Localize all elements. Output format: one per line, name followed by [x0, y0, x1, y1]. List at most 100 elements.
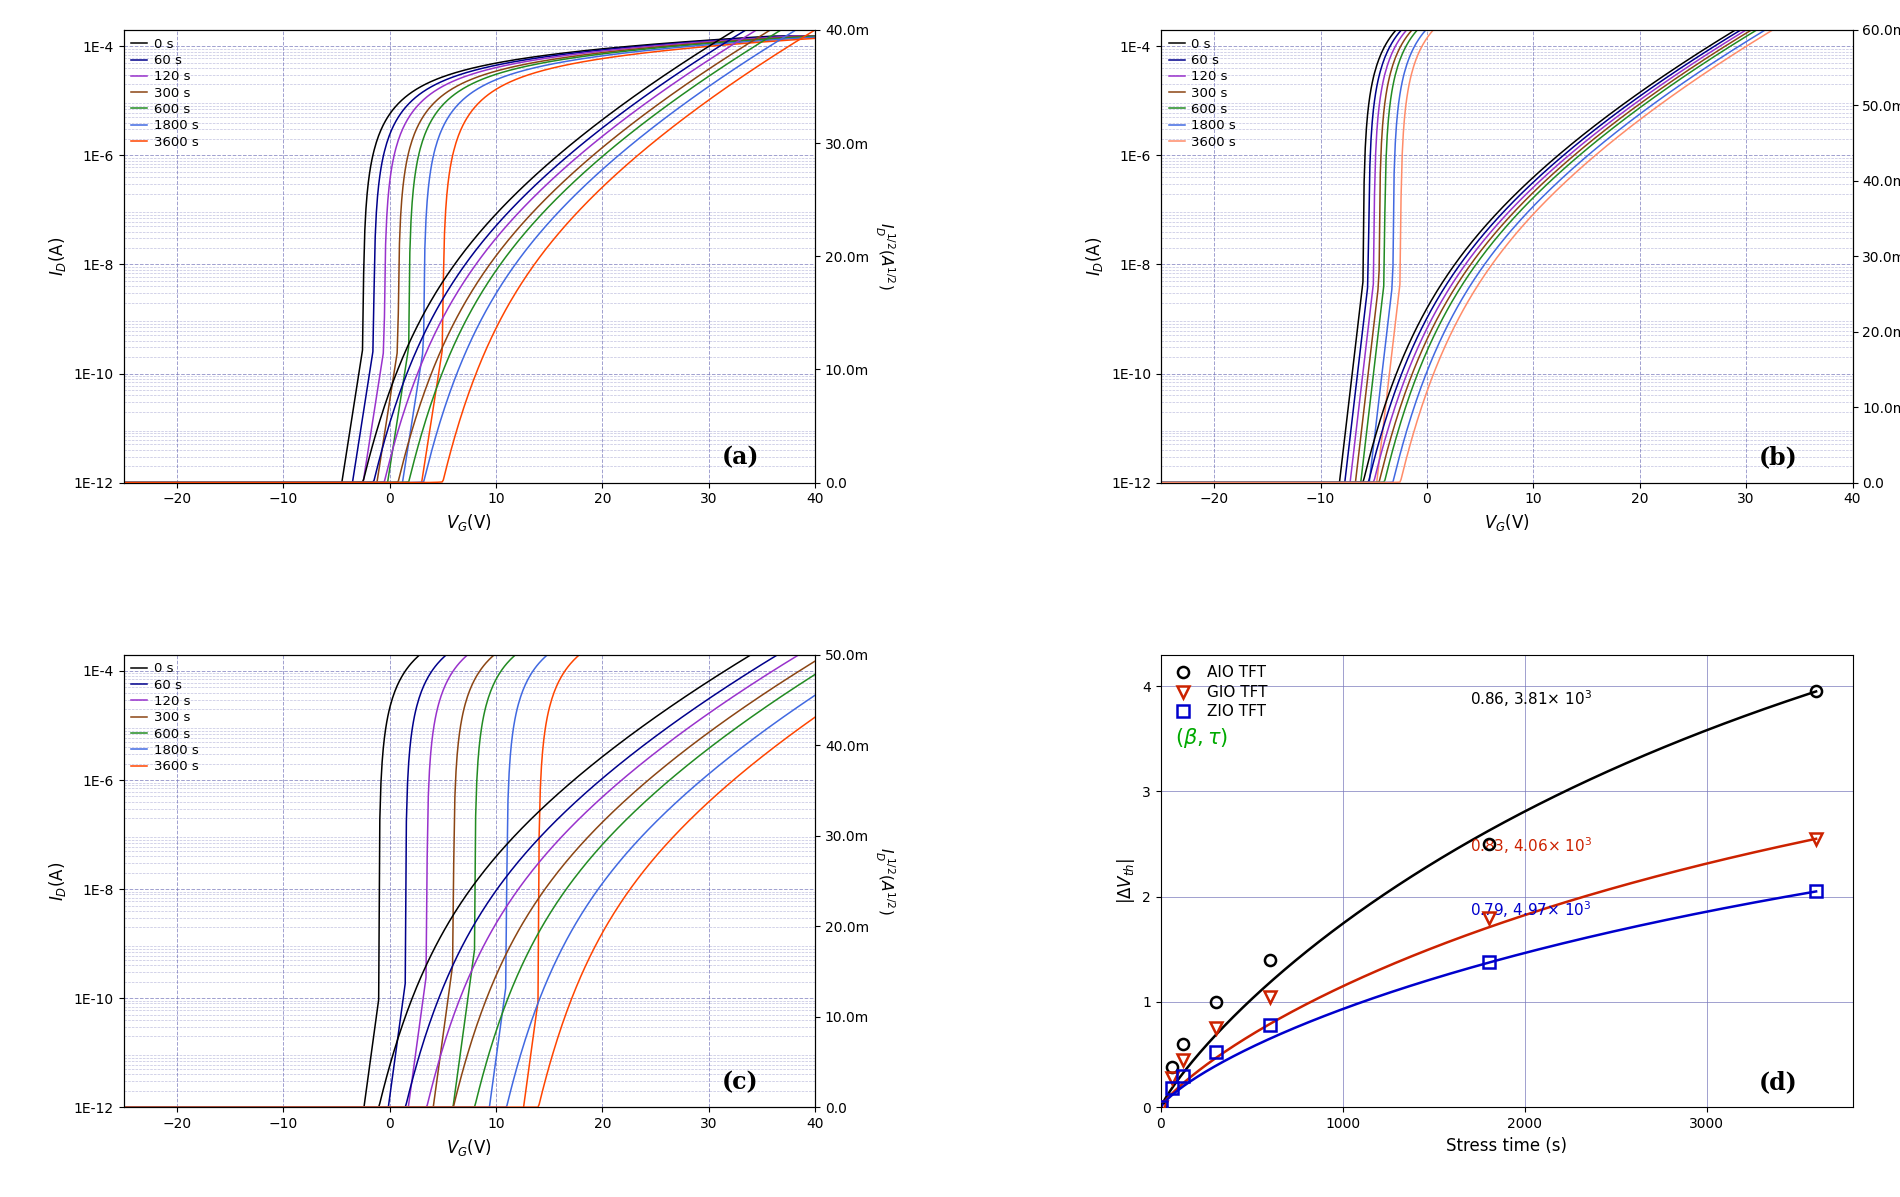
- Text: (b): (b): [1759, 445, 1797, 469]
- Text: $(\beta, \tau)$: $(\beta, \tau)$: [1176, 727, 1229, 751]
- 1800 s: [291, 530, 314, 545]
- 3600 s: [112, 1155, 135, 1169]
- 120 s: [426, 83, 448, 97]
- ZIO TFT: [1150, 1100, 1172, 1114]
- 600 s: [234, 530, 256, 545]
- Line: 300 s: 300 s: [124, 595, 815, 1162]
- 3600 s: [1150, 492, 1172, 506]
- 1800 s: [1463, 0, 1486, 7]
- 0 s: [234, 530, 256, 545]
- GIO TFT: [1258, 990, 1281, 1004]
- Line: 120 s: 120 s: [1161, 0, 1852, 499]
- Line: 60 s: 60 s: [124, 593, 815, 1162]
- Text: (a): (a): [722, 445, 760, 469]
- 0 s: [804, 29, 826, 43]
- 1800 s: [574, 626, 597, 640]
- 120 s: [804, 587, 826, 601]
- Text: 0.86, 3.81$\times$ 10$^3$: 0.86, 3.81$\times$ 10$^3$: [1471, 688, 1592, 709]
- 1800 s: [633, 43, 656, 57]
- 60 s: [773, 29, 796, 43]
- 3600 s: [1328, 492, 1351, 506]
- 3600 s: [1463, 0, 1486, 11]
- Text: 0.83, 4.06$\times$ 10$^3$: 0.83, 4.06$\times$ 10$^3$: [1471, 836, 1592, 857]
- 120 s: [291, 1155, 314, 1169]
- 60 s: [521, 51, 543, 66]
- 3600 s: [234, 1155, 256, 1169]
- 120 s: [783, 29, 806, 43]
- Legend: 0 s, 60 s, 120 s, 300 s, 600 s, 1800 s, 3600 s: 0 s, 60 s, 120 s, 300 s, 600 s, 1800 s, …: [1167, 37, 1237, 150]
- 0 s: [112, 530, 135, 545]
- Line: 600 s: 600 s: [124, 36, 815, 537]
- 600 s: [574, 49, 597, 63]
- 1800 s: [234, 530, 256, 545]
- 600 s: [804, 29, 826, 43]
- 3600 s: [426, 1155, 448, 1169]
- 3600 s: [804, 595, 826, 609]
- Y-axis label: $I_D$(A): $I_D$(A): [48, 237, 68, 275]
- 300 s: [521, 56, 543, 71]
- ZIO TFT: [1205, 1045, 1227, 1059]
- 1800 s: [426, 138, 448, 152]
- 120 s: [112, 1155, 135, 1169]
- AIO TFT: [1150, 1100, 1172, 1114]
- 600 s: [574, 618, 597, 632]
- 60 s: [426, 77, 448, 91]
- 120 s: [574, 45, 597, 60]
- 300 s: [1463, 0, 1486, 2]
- 1800 s: [112, 1155, 135, 1169]
- 3600 s: [804, 31, 826, 45]
- 3600 s: [234, 530, 256, 545]
- 1800 s: [112, 530, 135, 545]
- 0 s: [574, 602, 597, 616]
- 60 s: [112, 530, 135, 545]
- 3600 s: [291, 1155, 314, 1169]
- 1800 s: [234, 1155, 256, 1169]
- 60 s: [633, 38, 656, 53]
- 600 s: [426, 1155, 448, 1169]
- 0 s: [291, 1155, 314, 1169]
- 1800 s: [804, 593, 826, 607]
- 1800 s: [291, 1155, 314, 1169]
- GIO TFT: [1205, 1021, 1227, 1035]
- 0 s: [574, 43, 597, 57]
- 0 s: [762, 29, 785, 43]
- AIO TFT: [1170, 1037, 1193, 1051]
- 0 s: [521, 609, 543, 624]
- 600 s: [521, 57, 543, 72]
- ZIO TFT: [1170, 1069, 1193, 1083]
- 300 s: [426, 93, 448, 108]
- GIO TFT: [1170, 1052, 1193, 1067]
- 300 s: [633, 603, 656, 618]
- 300 s: [521, 627, 543, 642]
- 120 s: [574, 608, 597, 622]
- 3600 s: [521, 67, 543, 81]
- Y-axis label: $I_D^{\ 1/2}$($A^{1/2}$): $I_D^{\ 1/2}$($A^{1/2}$): [874, 223, 897, 290]
- 600 s: [1271, 492, 1294, 506]
- Line: GIO TFT: GIO TFT: [1155, 833, 1822, 1113]
- GIO TFT: [1805, 832, 1828, 846]
- Legend: AIO TFT, GIO TFT, ZIO TFT: AIO TFT, GIO TFT, ZIO TFT: [1168, 662, 1271, 723]
- 300 s: [804, 29, 826, 43]
- Line: 60 s: 60 s: [124, 36, 815, 537]
- 1800 s: [521, 61, 543, 75]
- 600 s: [234, 1155, 256, 1169]
- X-axis label: $V_G$(V): $V_G$(V): [446, 1136, 492, 1157]
- 600 s: [1328, 492, 1351, 506]
- Y-axis label: $I_D$(A): $I_D$(A): [1085, 237, 1106, 275]
- X-axis label: $V_G$(V): $V_G$(V): [1484, 512, 1530, 533]
- 3600 s: [574, 54, 597, 68]
- 300 s: [291, 530, 314, 545]
- 3600 s: [1271, 492, 1294, 506]
- 0 s: [1271, 492, 1294, 506]
- Y-axis label: $I_D$(A): $I_D$(A): [48, 862, 68, 900]
- Line: 300 s: 300 s: [124, 36, 815, 537]
- 60 s: [234, 1155, 256, 1169]
- 1800 s: [426, 1155, 448, 1169]
- 0 s: [633, 596, 656, 610]
- 120 s: [521, 619, 543, 633]
- Line: 60 s: 60 s: [1161, 0, 1852, 499]
- 60 s: [234, 530, 256, 545]
- 600 s: [112, 530, 135, 545]
- 1800 s: [521, 667, 543, 681]
- 3600 s: [112, 530, 135, 545]
